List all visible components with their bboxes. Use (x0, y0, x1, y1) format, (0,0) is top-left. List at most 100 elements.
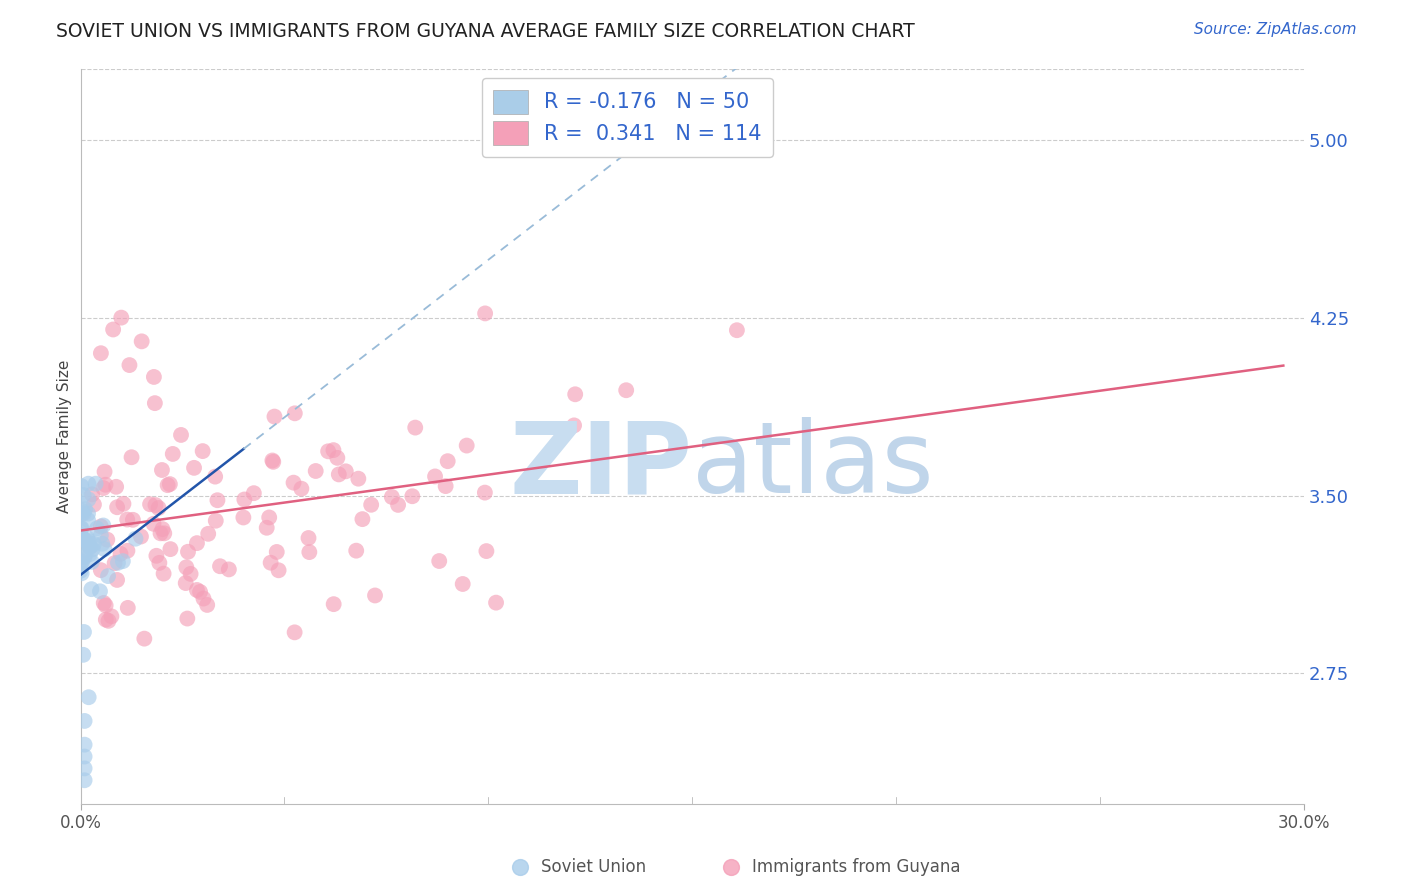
Point (153, 526, 176, 541)
Point (284, 406, 307, 420)
Point (73, 624, 96, 639)
Point (149, 526, 172, 541)
Point (456, 439, 478, 453)
Point (90, 346, 112, 360)
Point (159, 477, 181, 491)
Point (195, 598, 218, 612)
Point (105, 480, 128, 494)
Point (142, 370, 165, 384)
Point (112, 497, 135, 511)
Point (427, 554, 450, 568)
Text: Immigrants from Guyana: Immigrants from Guyana (752, 858, 960, 877)
Point (93, 465, 115, 479)
Point (97, 569, 120, 583)
Point (90, 519, 112, 533)
Point (69, 557, 91, 571)
Point (77, 690, 100, 705)
Point (75, 502, 97, 516)
Point (90, 563, 112, 577)
Point (170, 428, 193, 442)
Point (118, 358, 141, 372)
Point (326, 450, 349, 465)
Point (451, 577, 474, 591)
Point (152, 566, 174, 581)
Point (94, 613, 117, 627)
Point (73, 714, 96, 728)
Point (381, 490, 404, 504)
Point (70, 503, 93, 517)
Point (148, 500, 170, 515)
Point (73, 773, 96, 788)
Point (110, 547, 132, 561)
Point (90, 528, 112, 542)
Point (104, 556, 127, 570)
Text: Source: ZipAtlas.com: Source: ZipAtlas.com (1194, 22, 1357, 37)
Point (145, 498, 167, 512)
Point (76, 531, 98, 545)
Point (335, 464, 357, 478)
Point (267, 563, 290, 577)
Point (233, 492, 256, 507)
Point (86, 521, 108, 535)
Point (73, 738, 96, 752)
Point (328, 467, 350, 482)
Point (150, 463, 173, 477)
Point (176, 611, 198, 625)
Point (176, 560, 198, 574)
Point (485, 596, 508, 610)
Point (80, 487, 103, 501)
Point (243, 486, 266, 500)
Point (474, 306, 496, 320)
Point (305, 464, 328, 478)
Point (91, 537, 114, 551)
Point (111, 554, 134, 568)
Point (70, 479, 93, 493)
Point (83, 537, 105, 551)
Point (191, 444, 214, 458)
Point (70, 507, 93, 521)
Point (73, 549, 96, 563)
Point (207, 493, 229, 508)
Point (208, 559, 231, 574)
Point (290, 482, 312, 496)
Point (188, 585, 211, 599)
Text: Soviet Union: Soviet Union (541, 858, 647, 877)
Point (322, 597, 344, 611)
Point (180, 566, 202, 581)
Point (204, 469, 226, 483)
Point (614, 383, 637, 397)
Point (83, 498, 105, 512)
Point (139, 497, 162, 511)
Point (145, 549, 167, 563)
Point (186, 536, 208, 550)
Point (387, 498, 409, 512)
Point (93, 596, 115, 610)
Point (70, 554, 93, 568)
Point (156, 478, 179, 492)
Point (70, 521, 93, 535)
Point (262, 455, 284, 469)
Point (197, 526, 219, 541)
Point (100, 609, 122, 624)
Point (73, 550, 96, 565)
Point (73, 761, 96, 775)
Point (121, 450, 143, 465)
Point (218, 562, 240, 576)
Point (352, 512, 374, 526)
Point (70, 521, 93, 535)
Point (266, 545, 288, 559)
Point (142, 516, 165, 531)
Point (152, 522, 174, 536)
Point (256, 521, 278, 535)
Point (105, 573, 128, 587)
Point (80, 555, 103, 569)
Point (115, 512, 138, 526)
Point (475, 544, 498, 558)
Point (177, 545, 200, 559)
Point (77, 513, 100, 527)
Point (204, 514, 226, 528)
Point (107, 556, 129, 570)
Point (129, 529, 152, 543)
Point (89, 584, 111, 599)
Point (93, 542, 115, 557)
